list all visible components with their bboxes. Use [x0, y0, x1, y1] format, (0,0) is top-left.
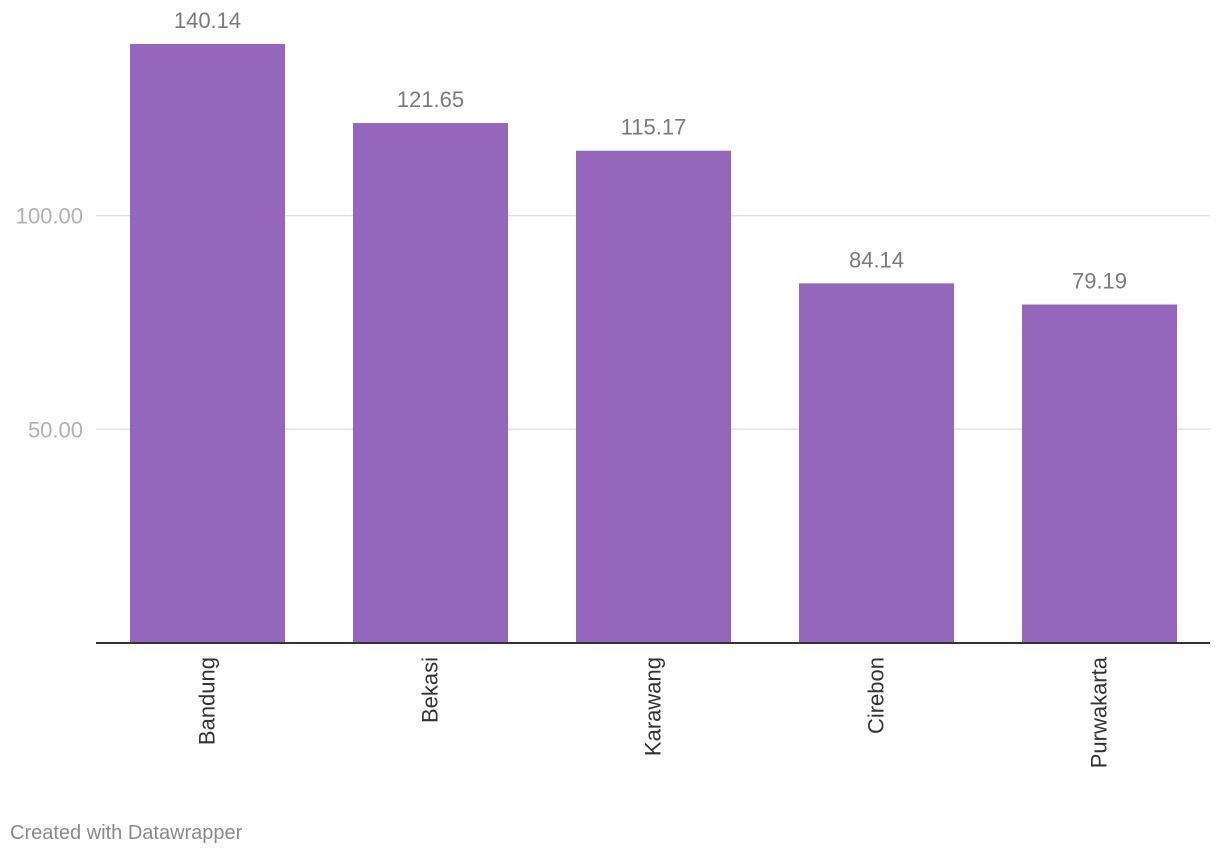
category-label: Bekasi	[418, 657, 443, 723]
bar-karawang	[576, 150, 731, 644]
y-tick-label: 50.00	[28, 417, 83, 442]
value-label: 84.14	[849, 247, 904, 272]
y-axis-tick-labels: 50.00 100.00	[16, 204, 83, 443]
category-label: Purwakarta	[1087, 656, 1112, 768]
category-label: Cirebon	[864, 657, 889, 734]
value-label: 115.17	[621, 115, 687, 140]
bar-purwakarta	[1022, 304, 1177, 643]
category-label: Karawang	[641, 657, 666, 756]
bar-bekasi	[353, 123, 508, 644]
value-label: 79.19	[1072, 269, 1127, 294]
bar-cirebon	[799, 283, 954, 643]
datawrapper-credit: Created with Datawrapper	[10, 822, 243, 844]
value-label: 121.65	[397, 87, 464, 112]
category-labels: Bandung Bekasi Karawang Cirebon Purwakarta	[195, 656, 1112, 768]
value-label: 140.14	[174, 8, 241, 33]
bar-bandung	[130, 44, 285, 643]
value-labels: 140.14 121.65 115.17 84.14 79.19	[174, 8, 1127, 294]
y-tick-label: 100.00	[16, 204, 83, 229]
category-label: Bandung	[195, 657, 220, 745]
bars	[130, 44, 1177, 644]
